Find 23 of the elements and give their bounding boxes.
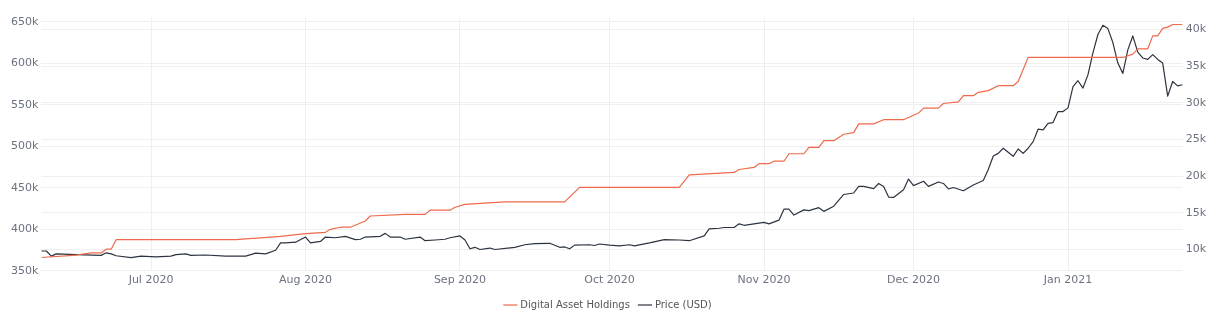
x-tick-label: Oct 2020 [584,273,635,287]
y-tick-label: 400k [10,222,39,236]
x-tick-label: Jul 2020 [127,273,174,287]
x-tick-label: Nov 2020 [737,273,791,287]
y-tick-label: 550k [10,97,39,111]
x-tick-label: Jan 2021 [1042,273,1093,287]
y2-tick-label: 30k [1185,95,1207,109]
y-tick-label: 450k [10,180,39,194]
y2-tick-label: 40k [1185,22,1207,36]
x-tick-label: Aug 2020 [279,273,332,287]
y2-tick-label: 15k [1185,205,1207,219]
x-tick-label: Dec 2020 [887,273,940,287]
y-tick-label: 650k [10,14,39,28]
x-tick-label: Sep 2020 [433,273,487,287]
y2-tick-label: 20k [1185,168,1207,182]
y-tick-label: 350k [10,263,39,277]
y2-tick-label: 25k [1185,132,1207,146]
y-tick-label: 600k [10,56,39,70]
legend-label: Price (USD) [654,298,712,310]
y2-tick-label: 35k [1185,58,1207,72]
y2-tick-label: 10k [1185,242,1207,256]
y-tick-label: 500k [10,139,39,153]
legend-label: Digital Asset Holdings [520,298,630,310]
